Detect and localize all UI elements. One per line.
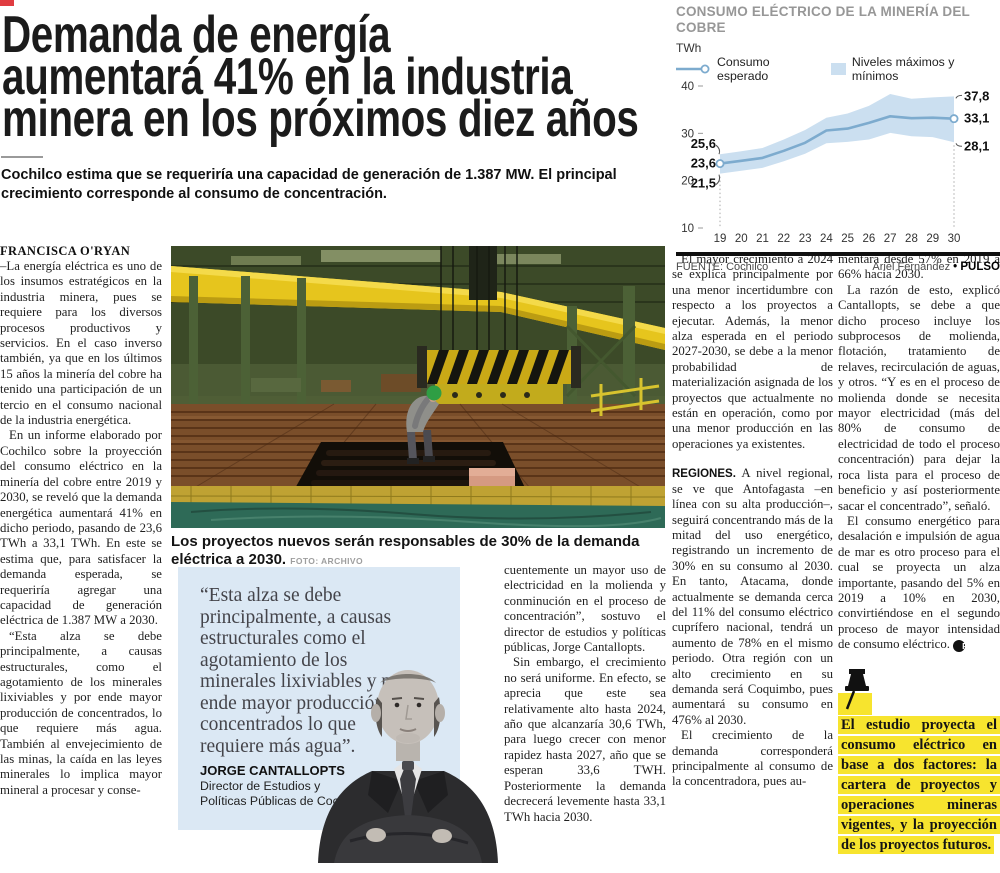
chart-source: FUENTE: Cochilco — [676, 261, 769, 273]
paragraph-text: A nivel regional, se ve que Antofagasta … — [672, 466, 833, 727]
paragraph: El crecimiento de la demanda corresponde… — [672, 728, 833, 789]
chart-credit: Ariel Fernández — [872, 261, 951, 273]
svg-text:22: 22 — [777, 233, 790, 245]
line-swatch-icon — [676, 64, 710, 74]
pulso-end-mark: P — [953, 640, 968, 653]
headline-line-1: Demanda de energía — [2, 6, 391, 64]
svg-text:30: 30 — [948, 233, 961, 245]
byline: FRANCISCA O'RYAN — [0, 244, 131, 258]
chart-bottom-rule — [676, 252, 1000, 256]
worker-figure — [406, 385, 442, 464]
pull-quote-author: JORGE CANTALLOPTS — [200, 763, 345, 778]
svg-text:40: 40 — [681, 81, 694, 93]
chart-brand-name: PULSO — [960, 261, 1000, 273]
legend-label: Niveles máximos y mínimos — [851, 55, 955, 83]
paragraph: El consumo energético para desalación e … — [838, 514, 1000, 653]
quote-portrait — [318, 670, 498, 863]
headline-line-3: minera en los próximos diez años — [2, 90, 639, 148]
paragraph: “Esta alza se debe principalmente, a cau… — [0, 628, 162, 797]
headline-line-2: aumentará 41% en la industria — [2, 48, 573, 106]
paragraph: –La energía eléctrica es uno de los insu… — [0, 259, 162, 428]
svg-text:37,8: 37,8 — [964, 88, 989, 103]
svg-text:21,5: 21,5 — [691, 176, 716, 191]
photo-credit: FOTO: ARCHIVO — [290, 556, 363, 566]
chart-legend: Consumo esperado Niveles máximos y mínim… — [676, 55, 1000, 83]
page-corner-mark — [0, 0, 14, 6]
svg-text:30: 30 — [681, 128, 694, 140]
band-swatch-icon — [831, 63, 846, 75]
legend-label: Consumo esperado — [716, 55, 770, 83]
svg-text:29: 29 — [926, 233, 939, 245]
svg-text:25: 25 — [841, 233, 854, 245]
highlighted-note: El estudio proyecta el consumo eléctrico… — [838, 668, 1000, 855]
paragraph: Sin embargo, el crecimiento no será unif… — [504, 655, 666, 824]
svg-text:20: 20 — [735, 233, 748, 245]
photo-caption-text: Los proyectos nuevos serán responsables … — [171, 533, 640, 568]
chart-brand: • — [953, 261, 961, 273]
svg-text:26: 26 — [863, 233, 876, 245]
paragraph: En un informe elaborado por Cochilco sob… — [0, 428, 162, 628]
headline: Demanda de energía aumentará 41% en la i… — [2, 6, 670, 148]
body-column-4: El mayor crecimiento a 2024 se explica p… — [672, 252, 833, 790]
paragraph-text: El consumo energético para desalación e … — [838, 513, 1000, 652]
svg-text:28,1: 28,1 — [964, 138, 989, 153]
note-highlighted-text: El estudio proyecta el consumo eléctrico… — [838, 715, 1000, 854]
body-column-1: FRANCISCA O'RYAN –La energía eléctrica e… — [0, 243, 162, 798]
svg-text:27: 27 — [884, 233, 897, 245]
svg-text:20: 20 — [681, 176, 694, 188]
note-text: El estudio proyecta el consumo eléctrico… — [838, 715, 1000, 855]
dek-rule — [1, 156, 43, 158]
svg-text:24: 24 — [820, 233, 833, 245]
paragraph: El mayor crecimiento a 2024 se explica p… — [672, 252, 833, 451]
svg-text:19: 19 — [714, 233, 727, 245]
paragraph: La razón de esto, explicó Cantallopts, s… — [838, 282, 1000, 513]
photo-caption: Los proyectos nuevos serán responsables … — [171, 533, 665, 569]
section-lead: REGIONES. — [672, 468, 736, 481]
svg-text:21: 21 — [756, 233, 769, 245]
body-column-5: mentará desde 57% en 2019 a 66% hacia 20… — [838, 252, 1000, 855]
body-column-3: cuentemente un mayor uso de electricidad… — [504, 563, 666, 825]
paragraph-regiones: REGIONES. A nivel regional, se ve que An… — [672, 466, 833, 728]
subheadline: Cochilco estima que se requeriría una ca… — [1, 167, 617, 202]
pull-quote-role: Director de Estudios y Políticas Pública… — [200, 779, 365, 808]
legend-item-band: Niveles máximos y mínimos — [831, 55, 1000, 83]
svg-text:33,1: 33,1 — [964, 111, 989, 126]
chart-panel: CONSUMO ELÉCTRICO DE LA MINERÍA DEL COBR… — [676, 4, 1000, 273]
chart-unit-label: TWh — [676, 41, 702, 55]
pushpin-icon — [845, 668, 869, 710]
chart-footer: FUENTE: Cochilco Ariel Fernández • PULSO — [676, 261, 1000, 273]
legend-item-line: Consumo esperado — [676, 55, 821, 83]
svg-text:23,6: 23,6 — [691, 156, 716, 171]
svg-text:25,6: 25,6 — [691, 136, 716, 151]
article-photo — [171, 246, 665, 528]
chart-credit-line: Ariel Fernández • PULSO — [872, 261, 1000, 273]
svg-text:23: 23 — [799, 233, 812, 245]
note-highlight-patch — [838, 692, 872, 715]
svg-text:10: 10 — [681, 223, 694, 235]
note-pin-area — [838, 668, 1000, 715]
paragraph: cuentemente un mayor uso de electricidad… — [504, 563, 666, 655]
chart-title: CONSUMO ELÉCTRICO DE LA MINERÍA DEL COBR… — [676, 4, 970, 35]
svg-text:28: 28 — [905, 233, 918, 245]
pull-quote-text: “Esta alza se debe principalmente, a cau… — [200, 585, 408, 757]
